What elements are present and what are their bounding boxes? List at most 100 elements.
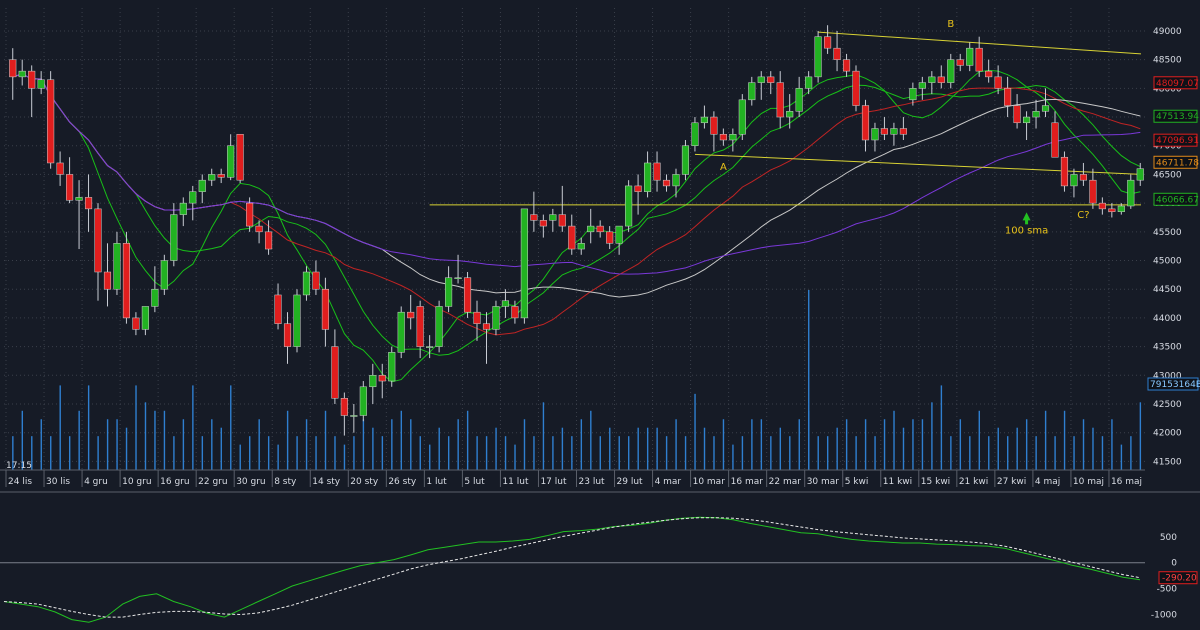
candle-body xyxy=(1117,205,1125,212)
volume-bar xyxy=(154,410,156,470)
candle-body xyxy=(767,76,775,83)
y-axis-tick: 41500 xyxy=(1153,457,1182,467)
candle-body xyxy=(407,311,415,319)
osc-y-tick: -500 xyxy=(1157,585,1178,595)
candle-body xyxy=(1108,208,1116,212)
volume-bar xyxy=(21,410,24,470)
candle-body xyxy=(454,277,462,279)
x-axis-tick: 20 sty xyxy=(350,477,379,487)
candle-body xyxy=(217,174,225,178)
candle-body xyxy=(937,76,945,83)
volume-bar xyxy=(495,427,497,470)
volume-bar xyxy=(429,444,431,470)
candle-body xyxy=(227,145,235,178)
price-badge xyxy=(1153,192,1198,206)
candle-body xyxy=(738,99,746,135)
candle-body xyxy=(994,76,1002,89)
candle-body xyxy=(236,134,244,181)
volume-bar xyxy=(457,419,459,470)
x-axis-tick: 10 maj xyxy=(1073,477,1104,487)
candle-body xyxy=(1136,168,1144,181)
volume-bar xyxy=(855,436,857,470)
volume-bar xyxy=(514,444,516,470)
x-axis-tick: 5 lut xyxy=(464,477,485,487)
volume-bar xyxy=(826,436,829,470)
price-badge-label: 48097.07 xyxy=(1156,79,1199,89)
y-axis-tick: 48000 xyxy=(1153,84,1182,94)
volume-bar xyxy=(779,427,782,470)
candle-body xyxy=(198,179,206,192)
candle-body xyxy=(776,82,784,118)
candle-body xyxy=(539,220,547,227)
y-axis-tick: 44000 xyxy=(1153,314,1182,324)
x-axis-tick: 30 gru xyxy=(236,477,265,487)
candle-body xyxy=(587,225,595,233)
oscillator-line xyxy=(3,516,1141,623)
candle-body xyxy=(890,128,898,135)
y-axis-tick: 46500 xyxy=(1153,170,1182,180)
candle-body xyxy=(492,306,500,330)
candle-body xyxy=(549,214,557,221)
x-axis-tick: 11 kwi xyxy=(883,477,912,487)
candle-body xyxy=(340,398,348,416)
volume-bar xyxy=(864,419,867,470)
price-badge xyxy=(1153,133,1198,147)
price-badge-label: 46066.67 xyxy=(1156,195,1199,205)
candle-body xyxy=(141,306,149,330)
x-axis-tick: 26 sty xyxy=(388,477,417,487)
sma-green-line xyxy=(12,73,1141,356)
volume-bar xyxy=(277,444,279,470)
price-badge-label: 47096.91 xyxy=(1156,136,1199,146)
candle-body xyxy=(255,225,263,233)
volume-bar xyxy=(694,393,696,470)
volume-bar xyxy=(1063,410,1066,470)
osc-value-badge-label: -290.20 xyxy=(1162,574,1197,584)
volume-bar xyxy=(1007,436,1009,470)
candle-body xyxy=(634,185,642,192)
x-axis-tick: 1 lut xyxy=(426,477,447,487)
candle-body xyxy=(56,162,64,175)
candle-body xyxy=(909,88,917,101)
candle-body xyxy=(1070,174,1078,187)
volume-bar xyxy=(874,436,876,470)
volume-badge xyxy=(1147,377,1199,391)
candle-body xyxy=(842,59,851,72)
volume-bar xyxy=(239,444,241,470)
annotation-label: C? xyxy=(1077,210,1089,221)
candle-body xyxy=(463,277,472,313)
candle-body xyxy=(84,197,93,210)
y-axis-tick: 43000 xyxy=(1153,371,1182,381)
volume-bar xyxy=(836,427,838,470)
volume-bar xyxy=(372,427,374,470)
volume-bar xyxy=(1139,402,1142,470)
price-badge-label: 46711.78 xyxy=(1156,158,1199,168)
volume-bar xyxy=(31,436,33,470)
volume-bar xyxy=(438,427,440,470)
y-axis-tick: 42500 xyxy=(1153,400,1182,410)
volume-bar xyxy=(921,419,924,470)
x-axis-tick: 27 kwi xyxy=(997,477,1026,487)
candle-body xyxy=(1032,111,1040,118)
candle-body xyxy=(1051,122,1059,158)
volume-bar xyxy=(78,410,80,470)
candle-body xyxy=(719,134,727,141)
volume-bar xyxy=(817,436,819,470)
candle-body xyxy=(416,306,424,347)
annotation-label: A xyxy=(720,162,727,173)
candle-body xyxy=(871,128,879,141)
volume-bar xyxy=(883,419,886,470)
candle-body xyxy=(596,225,604,233)
volume-bar xyxy=(68,436,71,470)
volume-bar xyxy=(675,419,677,470)
candle-body xyxy=(75,197,83,201)
up-arrow-icon xyxy=(1022,212,1031,221)
candle-body xyxy=(1098,202,1106,210)
candle-body xyxy=(312,271,320,290)
candle-body xyxy=(397,311,405,353)
candle-body xyxy=(321,288,329,330)
volume-bar xyxy=(12,436,14,470)
volume-bar xyxy=(959,419,962,470)
volume-bar xyxy=(542,402,545,470)
candle-body xyxy=(899,128,907,135)
